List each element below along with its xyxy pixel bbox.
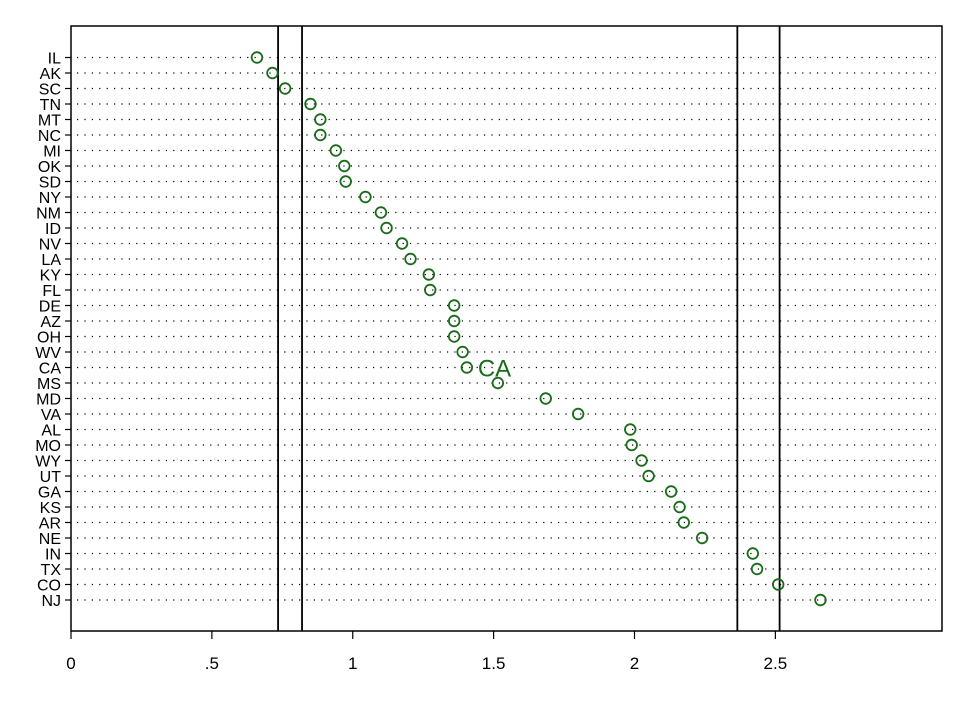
data-point-va	[571, 407, 585, 421]
category-label-in: IN	[45, 547, 61, 564]
data-point-wv	[456, 345, 469, 359]
category-label-nv: NV	[39, 237, 62, 254]
x-tick-label-2: 2	[630, 654, 639, 673]
category-label-mo: MO	[35, 438, 61, 455]
category-label-ga: GA	[38, 485, 61, 502]
category-label-sd: SD	[39, 175, 61, 192]
data-point-mi	[329, 144, 343, 157]
category-label-ky: KY	[40, 268, 62, 285]
data-point-wy	[635, 454, 648, 467]
x-tick-label-1: 1	[348, 654, 357, 673]
category-label-il: IL	[48, 51, 61, 68]
x-tick-label-0-5: .5	[205, 654, 219, 673]
category-label-ut: UT	[40, 469, 62, 486]
x-tick-label-0: 0	[66, 654, 75, 673]
x-axis: 0 .5 1 1.5 2 2.5	[66, 631, 787, 673]
category-label-tx: TX	[41, 562, 62, 579]
data-point-nc	[314, 128, 327, 142]
data-point-fl	[424, 283, 437, 297]
data-point-la	[404, 252, 417, 266]
category-label-va: VA	[41, 407, 61, 424]
category-label-nc: NC	[38, 128, 61, 145]
data-point-ut	[642, 469, 655, 483]
x-tick-label-1-5: 1.5	[482, 654, 506, 673]
data-point-ar	[677, 516, 691, 529]
data-point-nm	[374, 206, 388, 219]
category-label-ms: MS	[37, 376, 61, 393]
data-point-ms	[491, 376, 505, 390]
data-point-ny	[359, 190, 372, 204]
category-label-md: MD	[36, 392, 61, 409]
data-point-ca	[460, 361, 474, 374]
data-point-nv	[395, 237, 409, 250]
x-tick-label-2-5: 2.5	[764, 654, 788, 673]
category-label-ks: KS	[40, 500, 61, 517]
data-point-in	[746, 547, 760, 560]
data-point-ks	[673, 500, 686, 514]
category-label-al: AL	[41, 423, 61, 440]
data-point-mo	[625, 438, 638, 452]
data-points	[250, 51, 827, 607]
category-label-de: DE	[39, 299, 61, 316]
category-label-id: ID	[45, 221, 61, 238]
data-point-sd	[339, 175, 352, 188]
data-point-ky	[422, 268, 436, 281]
category-label-ny: NY	[39, 190, 62, 207]
data-point-id	[380, 221, 393, 235]
data-point-ga	[664, 485, 678, 498]
data-point-tn	[304, 97, 317, 111]
category-label-la: LA	[41, 252, 61, 269]
category-label-ok: OK	[38, 159, 61, 176]
reference-lines	[277, 26, 781, 631]
category-label-sc: SC	[39, 82, 61, 99]
data-point-ne	[695, 531, 709, 545]
data-point-sc	[278, 82, 292, 95]
category-label-ar: AR	[39, 516, 61, 533]
category-labels: ILAKSCTNMTNCMIOKSDNYNMIDNVLAKYFLDEAZOHWV…	[35, 51, 71, 610]
category-label-mi: MI	[43, 144, 61, 161]
category-label-fl: FL	[42, 283, 61, 300]
data-point-mt	[314, 113, 327, 126]
data-point-nj	[814, 593, 827, 607]
category-label-wy: WY	[35, 454, 61, 471]
annotation-ca: CA	[478, 356, 511, 383]
category-label-mt: MT	[38, 113, 61, 130]
category-label-oh: OH	[37, 330, 61, 347]
category-label-ca: CA	[39, 361, 62, 378]
plot-frame	[70, 25, 943, 632]
data-point-md	[539, 392, 552, 405]
category-label-tn: TN	[40, 97, 61, 114]
category-label-az: AZ	[41, 314, 62, 331]
category-label-nm: NM	[36, 206, 61, 223]
data-point-al	[624, 423, 637, 436]
data-point-ak	[266, 66, 279, 80]
data-point-tx	[750, 562, 764, 576]
category-label-ak: AK	[40, 66, 62, 83]
data-point-oh	[447, 330, 461, 343]
data-point-il	[250, 51, 264, 64]
data-point-ok	[338, 159, 351, 173]
category-label-nj: NJ	[41, 593, 61, 610]
grid-lines	[77, 56, 936, 601]
data-point-az	[447, 314, 461, 328]
data-point-co	[771, 578, 785, 591]
category-label-wv: WV	[35, 345, 61, 362]
annotations: CA	[478, 356, 511, 383]
data-point-de	[447, 299, 461, 312]
category-label-ne: NE	[39, 531, 61, 548]
category-label-co: CO	[37, 578, 61, 595]
